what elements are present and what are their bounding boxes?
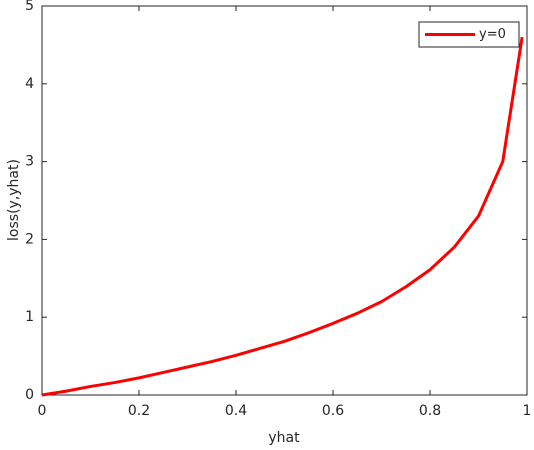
plot-area xyxy=(41,5,528,396)
line xyxy=(41,36,524,397)
y-tick-label: 4 xyxy=(25,76,34,92)
y-tick-label: 2 xyxy=(25,231,34,247)
x-tick-label: 1 xyxy=(523,403,532,419)
y-tick-label: 3 xyxy=(25,154,34,170)
y-tick-label: 5 xyxy=(25,0,34,14)
y-tick-label: 1 xyxy=(25,309,34,325)
x-tick-label: 0.2 xyxy=(128,403,150,419)
y-axis-label: loss(y,yhat) xyxy=(6,159,22,241)
legend-label: y=0 xyxy=(479,27,506,42)
x-tick-label: 0.4 xyxy=(225,403,247,419)
x-tick-label: 0 xyxy=(38,403,47,419)
x-axis-label: yhat xyxy=(268,430,300,446)
legend-box xyxy=(418,21,520,48)
x-tick-label: 0.6 xyxy=(322,403,344,419)
x-tick-label: 0.8 xyxy=(419,403,441,419)
y-tick-label: 0 xyxy=(25,387,34,403)
